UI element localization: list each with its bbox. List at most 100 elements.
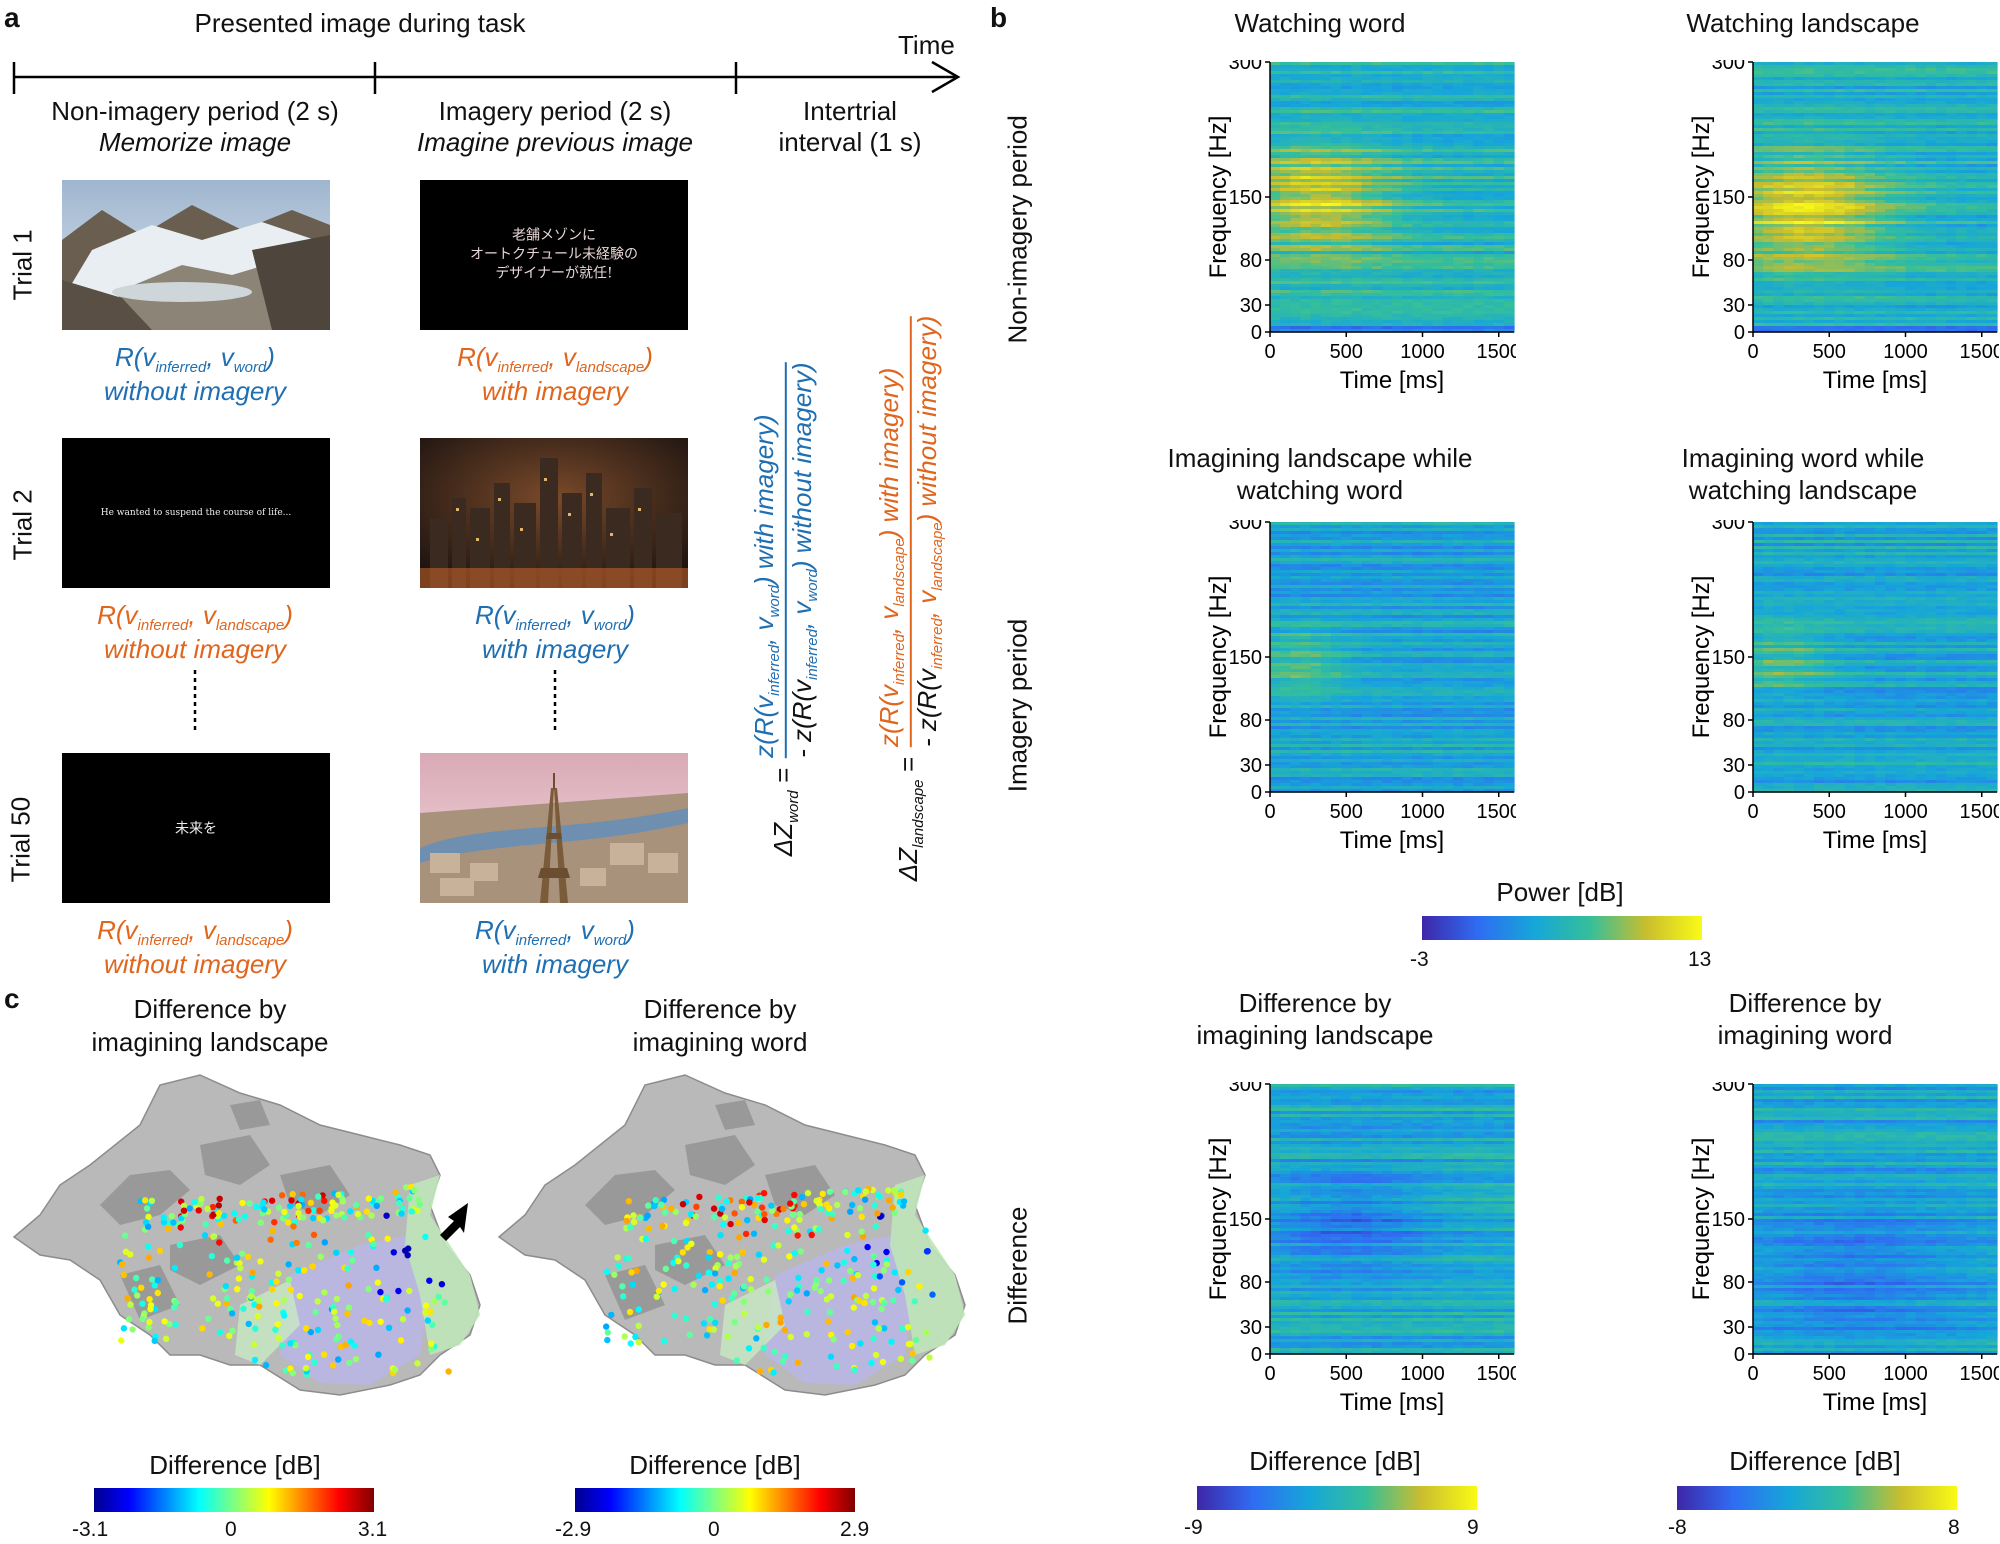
heatmap-cell <box>1270 197 1281 201</box>
trial-1-left-mode: without imagery <box>103 376 287 407</box>
heatmap-cell <box>1402 531 1413 535</box>
heatmap-cell <box>1915 164 1927 168</box>
heatmap-cell <box>1905 194 1917 198</box>
heatmap-cell <box>1946 287 1957 291</box>
heatmap-cell <box>1331 260 1342 264</box>
heatmap-cell <box>1422 582 1434 586</box>
heatmap-cell <box>1463 272 1474 276</box>
heatmap-cell <box>1783 239 1795 243</box>
heatmap-cell <box>1976 293 1988 297</box>
heatmap-cell <box>1473 290 1485 294</box>
heatmap-cell <box>1803 200 1815 204</box>
heatmap-cell <box>1503 98 1515 102</box>
heatmap-cell <box>1270 293 1281 297</box>
heatmap-cell <box>1885 215 1896 219</box>
heatmap-cell <box>1453 239 1464 243</box>
heatmap-cell <box>1300 170 1312 174</box>
heatmap-cell <box>1392 197 1403 201</box>
heatmap-cell <box>1885 86 1896 90</box>
heatmap-cell <box>1895 179 1907 183</box>
heatmap-cell <box>1392 317 1403 321</box>
heatmap-cell <box>1503 197 1515 201</box>
heatmap-cell <box>1783 224 1795 228</box>
trial-1-word-line1: 老舗メゾンに <box>512 227 596 244</box>
heatmap-cell <box>1290 203 1302 207</box>
heatmap-cell <box>1270 314 1281 318</box>
heatmap-cell <box>1895 128 1907 132</box>
heatmap-cell <box>1331 594 1342 598</box>
heatmap-cell <box>1753 164 1764 168</box>
heatmap-cell <box>1976 134 1988 138</box>
heatmap-cell <box>1300 573 1312 577</box>
heatmap-cell <box>1320 113 1332 117</box>
heatmap-cell <box>1280 209 1291 213</box>
heatmap-cell <box>1392 74 1403 78</box>
heatmap-cell <box>1341 260 1352 264</box>
heatmap-cell <box>1280 564 1291 568</box>
heatmap-cell <box>1885 167 1896 171</box>
heatmap-cell <box>1300 86 1312 90</box>
heatmap-cell <box>1422 567 1434 571</box>
heatmap-cell <box>1381 531 1393 535</box>
heatmap-cell <box>1442 173 1454 177</box>
heatmap-cell <box>1885 305 1896 309</box>
heatmap-cell <box>1814 215 1825 219</box>
heatmap-cell <box>1976 203 1988 207</box>
heatmap-cell <box>1331 567 1342 571</box>
heatmap-cell <box>1361 212 1373 216</box>
heatmap-cell <box>1331 302 1342 306</box>
heatmap-cell <box>1483 155 1495 159</box>
heatmap-cell <box>1463 104 1474 108</box>
heatmap-cell <box>1300 152 1312 156</box>
heatmap-cell <box>1773 92 1785 96</box>
heatmap-cell <box>1976 176 1988 180</box>
time-axis-label: Time <box>898 30 955 60</box>
heatmap-cell <box>1402 239 1413 243</box>
heatmap-cell <box>1905 203 1917 207</box>
heatmap-cell <box>1331 68 1342 72</box>
heatmap-cell <box>1753 203 1764 207</box>
heatmap-cell <box>1361 92 1373 96</box>
heatmap-cell <box>1422 269 1434 273</box>
heatmap-cell <box>1773 80 1785 84</box>
heatmap-cell <box>1402 245 1413 249</box>
heatmap-cell <box>1463 188 1474 192</box>
heatmap-cell <box>1824 305 1835 309</box>
heatmap-cell <box>1814 116 1825 120</box>
heatmap-cell <box>1503 564 1515 568</box>
heatmap-cell <box>1310 203 1322 207</box>
heatmap-cell <box>1925 167 1937 171</box>
heatmap-cell <box>1946 83 1957 87</box>
heatmap-cell <box>1371 588 1383 592</box>
heatmap-cell <box>1300 176 1312 180</box>
heatmap-cell <box>1814 83 1825 87</box>
heatmap-cell <box>1280 260 1291 264</box>
heatmap-cell <box>1432 531 1444 535</box>
heatmap-cell <box>1925 305 1937 309</box>
heatmap-cell <box>1773 296 1785 300</box>
heatmap-cell <box>1875 122 1886 126</box>
heatmap-cell <box>1844 197 1856 201</box>
heatmap-cell <box>1320 236 1332 240</box>
heatmap-cell <box>1402 299 1413 303</box>
heatmap-cell <box>1864 65 1876 69</box>
heatmap-cell <box>1310 89 1322 93</box>
heatmap-cell <box>1351 579 1363 583</box>
heatmap-cell <box>1381 245 1393 249</box>
heatmap-cell <box>1463 176 1474 180</box>
heatmap-cell <box>1834 74 1846 78</box>
heatmap-cell <box>1946 251 1957 255</box>
heatmap-cell <box>1310 537 1322 541</box>
heatmap-cell <box>1493 284 1505 288</box>
heatmap-cell <box>1432 251 1444 255</box>
heatmap-cell <box>1310 588 1322 592</box>
heatmap-cell <box>1763 221 1774 225</box>
heatmap-cell <box>1473 567 1485 571</box>
heatmap-cell <box>1280 155 1291 159</box>
heatmap-cell <box>1783 173 1795 177</box>
heatmap-cell <box>1320 71 1332 75</box>
heatmap-cell <box>1834 161 1846 165</box>
heatmap-cell <box>1270 248 1281 252</box>
heatmap-cell <box>1753 254 1764 258</box>
heatmap-cell <box>1392 131 1403 135</box>
